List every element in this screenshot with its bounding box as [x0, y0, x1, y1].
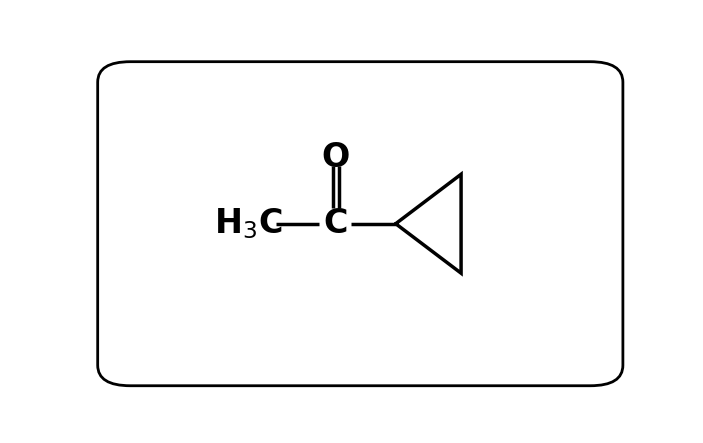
Text: H$_3$C: H$_3$C: [214, 206, 283, 241]
Text: C: C: [323, 207, 348, 240]
Text: O: O: [322, 141, 350, 174]
